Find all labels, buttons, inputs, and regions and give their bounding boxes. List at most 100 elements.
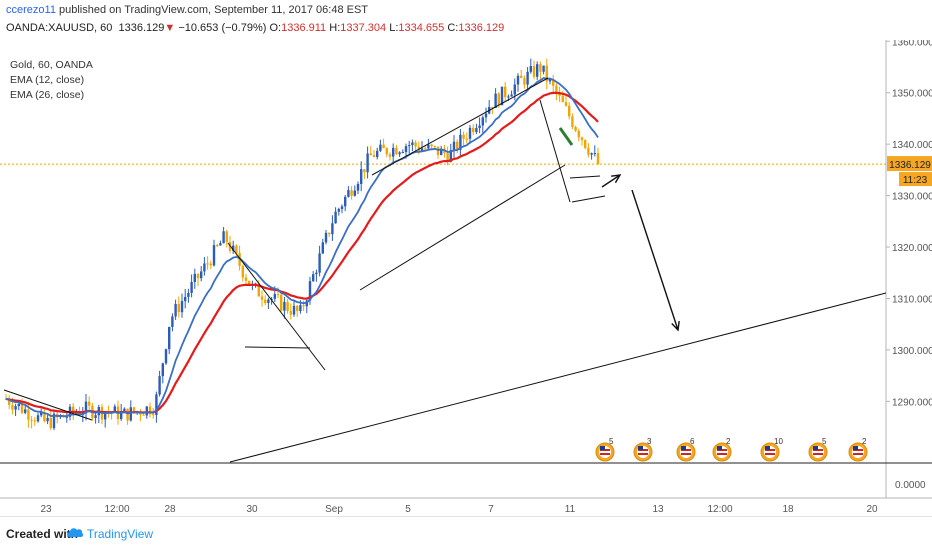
candle-down [126, 408, 129, 425]
candle-up [315, 269, 318, 282]
svg-text:2: 2 [726, 437, 731, 446]
last-price: 1336.129 [118, 22, 165, 34]
candle-down [580, 136, 584, 146]
price-tick-label: 1300.000 [892, 346, 932, 357]
candle-down [446, 146, 449, 166]
candle-down [8, 395, 11, 410]
flag-line-upper [227, 242, 326, 371]
economic-event-badge: 5 [595, 437, 615, 462]
candle-down [462, 131, 465, 146]
candle-up [222, 227, 225, 244]
candle-up [168, 326, 171, 355]
ema26-line [5, 91, 599, 414]
tradingview-brand[interactable]: TradingView [87, 527, 154, 541]
candle-up [180, 293, 184, 318]
candle-down [88, 396, 91, 411]
candle-down [260, 290, 264, 307]
candle-up [318, 245, 321, 277]
high-value: 1337.304 [340, 22, 387, 34]
candle-down [196, 273, 200, 287]
candle-up [24, 405, 27, 415]
price-tick-label: 1340.000 [892, 140, 932, 151]
candle-down [504, 82, 507, 103]
price-chart[interactable]: 5 3 6 2 10 5 2 1360.000 1350.000 1340.000 1330.00… [0, 40, 932, 516]
price-tick-label: 1320.000 [892, 243, 932, 254]
candle-down [209, 260, 212, 270]
candle-up [97, 404, 100, 424]
candle-down [568, 102, 571, 120]
candle-down [555, 83, 558, 101]
candle-up [475, 123, 478, 135]
time-tick-label: 5 [405, 504, 411, 515]
candle-down [382, 138, 385, 149]
candle-up [347, 186, 350, 198]
candle-down [225, 229, 228, 248]
current-price-label: 1336.129 [889, 160, 931, 171]
time-tick-label: 11 [565, 504, 576, 515]
candle-up [36, 412, 40, 423]
candle-up [494, 88, 497, 109]
arrow-up-target [601, 174, 622, 188]
candle-down [596, 147, 600, 166]
channel-lower [359, 164, 566, 291]
candle-down [552, 74, 555, 93]
candle-down [385, 147, 388, 158]
economic-event-badge: 10 [760, 437, 783, 462]
candle-down [520, 69, 523, 79]
price-tick-label: 1360.000 [892, 40, 932, 48]
candle-up [161, 362, 164, 384]
candle-down [545, 58, 548, 90]
candle-up [203, 257, 206, 276]
candle-down [564, 93, 568, 107]
chart-header: ccerezo11 published on TradingView.com, … [0, 0, 932, 40]
chart-legend: Gold, 60, OANDA EMA (12, close) EMA (26,… [10, 58, 93, 103]
candle-down [206, 256, 209, 270]
candle-down [286, 298, 289, 314]
time-tick-label: 30 [246, 504, 258, 515]
candle-up [420, 141, 424, 152]
svg-text:3: 3 [647, 437, 652, 446]
candle-up [440, 145, 443, 156]
symbol-label[interactable]: OANDA:XAUUSD, 60 [6, 22, 113, 34]
candle-up [171, 313, 174, 332]
wedge-upper [569, 175, 601, 179]
candle-up [46, 414, 49, 425]
trendline-left [3, 389, 93, 421]
candle-up [155, 391, 158, 423]
long-support-line [229, 292, 887, 463]
candle-down [33, 417, 36, 426]
legend-title[interactable]: Gold, 60, OANDA [10, 59, 93, 71]
candle-up [353, 185, 356, 197]
candle-up [324, 229, 328, 245]
candle-down [577, 128, 580, 142]
candle-down [539, 61, 542, 80]
candle-up [401, 149, 404, 154]
legend-ema26[interactable]: EMA (26, close) [10, 89, 85, 101]
candle-up [510, 90, 513, 97]
candle-up [123, 407, 126, 412]
candle-up [356, 181, 360, 195]
candle-up [516, 73, 520, 92]
candle-down [280, 293, 283, 312]
low-label: L: [389, 22, 399, 34]
candle-down [289, 303, 292, 320]
time-tick-label: 7 [488, 504, 494, 515]
legend-ema12[interactable]: EMA (12, close) [10, 74, 85, 86]
current-price-marker [887, 156, 932, 172]
candle-down [139, 408, 142, 422]
price-tick-label: 1350.000 [892, 89, 932, 100]
candle-up [14, 403, 17, 417]
footer: Created with TradingView [0, 516, 932, 551]
candle-up [184, 289, 187, 309]
time-tick-label: Sep [325, 504, 343, 515]
time-tick-label: 23 [40, 504, 52, 515]
candle-down [30, 416, 33, 429]
candle-up [334, 207, 337, 224]
countdown-label: 11:23 [903, 175, 928, 186]
time-tick-label: 13 [652, 504, 664, 515]
high-label: H: [329, 22, 341, 34]
green-mark [558, 127, 574, 146]
author-link[interactable]: ccerezo11 [6, 4, 56, 16]
candle-down [523, 75, 526, 89]
candle-up [344, 195, 347, 212]
